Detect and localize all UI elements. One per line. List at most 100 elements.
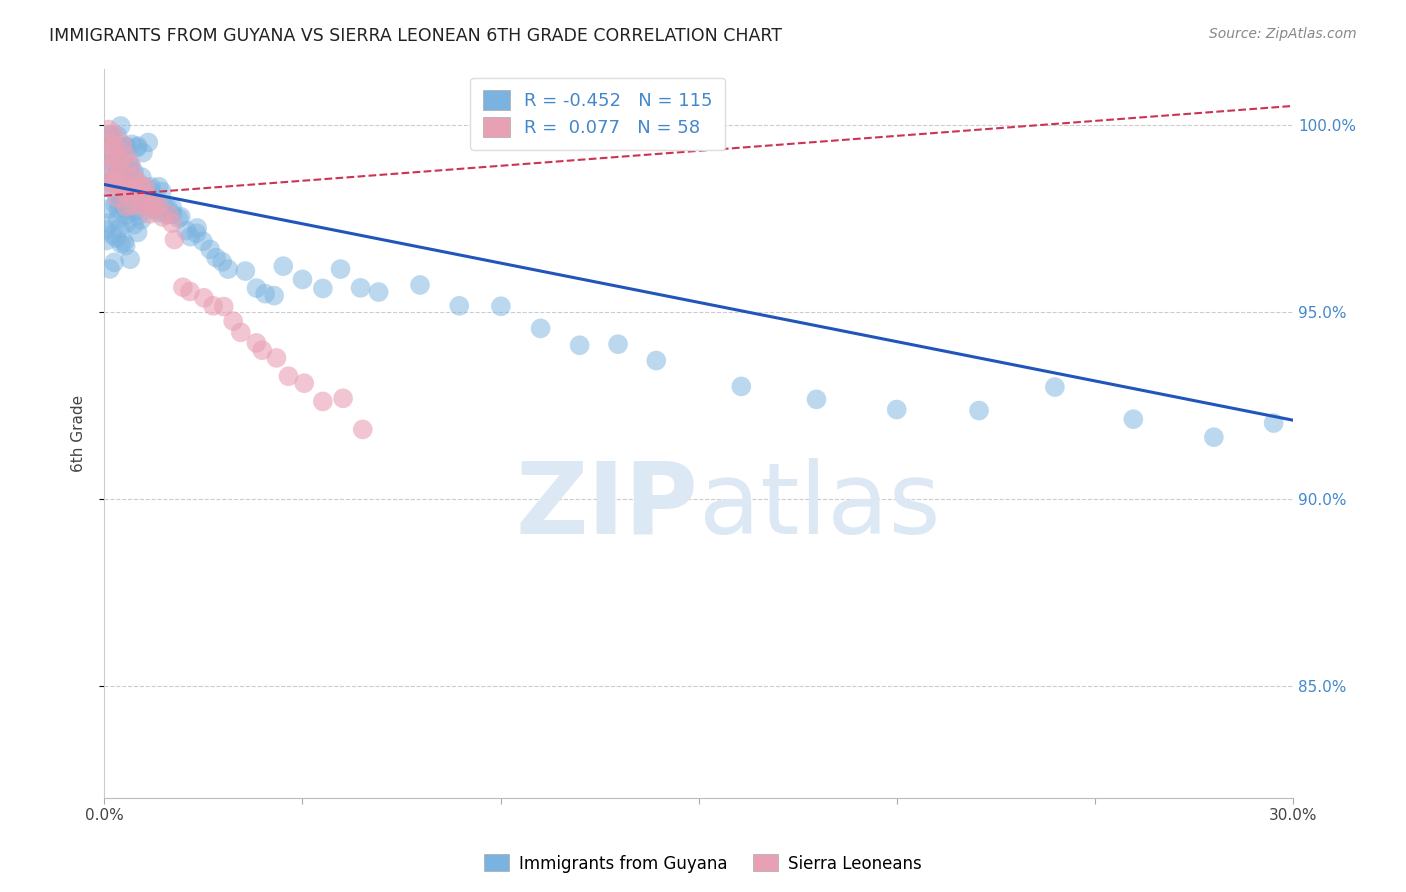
Point xyxy=(120,160,142,174)
Point xyxy=(103,139,125,153)
Point xyxy=(105,145,128,159)
Point xyxy=(367,285,389,299)
Point xyxy=(1043,380,1066,394)
Point xyxy=(124,204,146,219)
Point xyxy=(212,300,235,314)
Point xyxy=(186,221,208,235)
Point xyxy=(235,264,257,278)
Point xyxy=(730,379,752,393)
Point xyxy=(115,186,138,200)
Point xyxy=(110,236,132,251)
Point xyxy=(121,137,143,152)
Point xyxy=(127,139,149,153)
Point xyxy=(352,422,374,436)
Point xyxy=(132,192,155,206)
Point xyxy=(111,166,134,180)
Point xyxy=(131,195,153,210)
Point xyxy=(108,196,131,211)
Point xyxy=(98,128,121,143)
Point xyxy=(162,207,184,221)
Point xyxy=(98,216,121,230)
Point xyxy=(114,139,136,153)
Text: Source: ZipAtlas.com: Source: ZipAtlas.com xyxy=(1209,27,1357,41)
Point xyxy=(121,187,143,202)
Point xyxy=(271,259,294,273)
Point xyxy=(449,299,471,313)
Point xyxy=(107,212,129,227)
Point xyxy=(122,169,145,184)
Point xyxy=(148,197,170,211)
Y-axis label: 6th Grade: 6th Grade xyxy=(72,395,86,472)
Point xyxy=(105,147,128,161)
Point xyxy=(107,161,129,176)
Point xyxy=(191,234,214,248)
Point xyxy=(266,351,288,365)
Point xyxy=(97,122,120,136)
Point xyxy=(100,145,122,160)
Point xyxy=(98,176,121,190)
Point xyxy=(806,392,828,407)
Point xyxy=(105,168,128,182)
Point xyxy=(222,314,245,328)
Point xyxy=(112,154,135,169)
Point xyxy=(329,262,352,277)
Point xyxy=(152,210,174,224)
Text: ZIP: ZIP xyxy=(516,458,699,555)
Point xyxy=(245,281,267,295)
Point xyxy=(179,285,201,299)
Point xyxy=(104,151,127,165)
Point xyxy=(111,178,134,193)
Point xyxy=(98,133,121,147)
Point xyxy=(111,137,134,152)
Point xyxy=(160,201,183,215)
Point xyxy=(114,202,136,216)
Point xyxy=(217,262,239,277)
Point xyxy=(125,178,148,193)
Point xyxy=(120,252,142,267)
Point xyxy=(101,160,124,174)
Point xyxy=(103,255,125,269)
Point xyxy=(250,343,273,358)
Point xyxy=(198,243,221,257)
Point xyxy=(104,198,127,212)
Point xyxy=(174,223,197,237)
Point xyxy=(100,136,122,150)
Point xyxy=(145,200,167,214)
Point xyxy=(139,182,162,196)
Point xyxy=(131,213,153,227)
Point xyxy=(138,207,160,221)
Point xyxy=(136,136,159,150)
Point xyxy=(114,191,136,205)
Point xyxy=(139,179,162,194)
Point xyxy=(115,200,138,214)
Point xyxy=(128,208,150,222)
Point xyxy=(134,186,156,201)
Point xyxy=(886,402,908,417)
Point xyxy=(202,299,225,313)
Point xyxy=(186,226,208,240)
Point xyxy=(211,254,233,268)
Point xyxy=(145,202,167,216)
Point xyxy=(118,158,141,172)
Point xyxy=(155,207,177,221)
Point xyxy=(108,166,131,180)
Point xyxy=(114,168,136,182)
Point xyxy=(179,229,201,244)
Point xyxy=(103,172,125,186)
Point xyxy=(148,179,170,194)
Point xyxy=(115,208,138,222)
Point xyxy=(114,238,136,252)
Point xyxy=(150,185,173,199)
Legend: Immigrants from Guyana, Sierra Leoneans: Immigrants from Guyana, Sierra Leoneans xyxy=(478,847,928,880)
Point xyxy=(121,199,143,213)
Point xyxy=(98,173,121,187)
Point xyxy=(108,221,131,235)
Point xyxy=(104,186,127,200)
Point xyxy=(131,170,153,185)
Point xyxy=(135,191,157,205)
Point xyxy=(107,146,129,161)
Point xyxy=(263,288,285,302)
Point xyxy=(120,157,142,171)
Point xyxy=(157,207,180,221)
Point xyxy=(129,198,152,212)
